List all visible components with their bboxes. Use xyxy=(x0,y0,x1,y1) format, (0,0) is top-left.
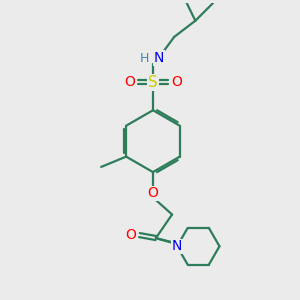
Text: H: H xyxy=(140,52,149,64)
Text: O: O xyxy=(171,75,182,89)
Text: N: N xyxy=(172,239,182,253)
Text: O: O xyxy=(125,228,136,242)
Text: N: N xyxy=(172,239,182,253)
Text: O: O xyxy=(124,75,135,89)
Text: N: N xyxy=(154,51,164,65)
Text: O: O xyxy=(148,186,158,200)
Text: S: S xyxy=(148,75,158,90)
